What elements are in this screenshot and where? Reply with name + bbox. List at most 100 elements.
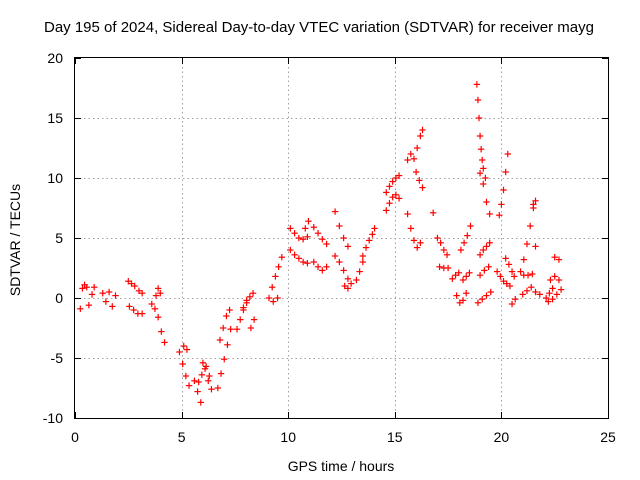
data-point [158, 328, 165, 335]
data-point [532, 288, 539, 296]
data-point [526, 222, 534, 230]
data-point [183, 346, 191, 353]
data-point [272, 273, 279, 280]
data-point [347, 280, 355, 287]
data-point [476, 170, 484, 177]
y-tick-label: -10 [43, 410, 63, 426]
data-point [512, 296, 519, 303]
data-point [331, 208, 339, 215]
data-point [413, 244, 421, 251]
data-point [392, 191, 400, 198]
data-point [453, 292, 460, 299]
data-point [523, 240, 531, 248]
data-point [88, 291, 96, 298]
y-tick-label: -5 [51, 350, 64, 366]
data-point [180, 342, 187, 350]
data-point [463, 290, 470, 297]
data-point [549, 296, 556, 303]
data-point [126, 303, 133, 310]
data-point [323, 263, 330, 270]
data-point [530, 201, 537, 208]
data-point [532, 243, 539, 250]
data-point [83, 284, 90, 291]
data-point [417, 239, 424, 246]
data-point [449, 275, 456, 282]
data-point [395, 172, 403, 179]
y-tick-label: 5 [55, 230, 63, 246]
data-point [194, 388, 201, 395]
data-point [502, 168, 509, 176]
data-point [410, 155, 418, 162]
data-point [369, 231, 376, 238]
data-point [299, 258, 307, 266]
data-point [457, 246, 465, 254]
data-point [275, 263, 282, 270]
data-point [219, 324, 227, 332]
data-point [479, 296, 486, 303]
data-point [356, 268, 363, 275]
data-point [505, 261, 513, 268]
data-point [429, 209, 437, 216]
data-point [278, 254, 286, 261]
data-point [460, 239, 468, 246]
data-point [304, 233, 311, 240]
data-point [407, 225, 414, 232]
plot-frame [74, 57, 609, 419]
data-point [547, 276, 554, 284]
data-point [366, 237, 373, 244]
data-point [549, 285, 556, 292]
data-point [274, 294, 281, 302]
data-point [474, 299, 482, 306]
data-point [476, 251, 484, 258]
data-point [551, 273, 558, 280]
data-point [99, 290, 106, 297]
data-point [191, 377, 198, 384]
data-point [340, 234, 347, 242]
data-point [412, 168, 420, 176]
x-tick-label: 10 [280, 429, 296, 445]
data-point [138, 310, 146, 317]
data-point [323, 240, 330, 248]
data-point [383, 189, 390, 196]
data-point [138, 290, 146, 297]
data-point [496, 212, 503, 219]
data-point [557, 286, 565, 293]
y-tick-label: 20 [47, 50, 63, 66]
y-tick-label: 10 [47, 170, 63, 186]
data-point [198, 371, 206, 378]
data-point [497, 273, 504, 280]
data-point [310, 258, 317, 266]
data-point [419, 126, 426, 134]
data-point [362, 244, 370, 251]
data-point [371, 225, 378, 232]
y-tick-label: 15 [47, 110, 63, 126]
data-point [529, 270, 536, 278]
data-point [319, 267, 326, 274]
data-point [359, 258, 367, 266]
data-point [483, 243, 490, 250]
data-point [476, 132, 484, 140]
y-tick-labels: -10 -5 0 5 10 15 20 [43, 50, 63, 426]
data-point [528, 284, 535, 291]
data-point [551, 254, 558, 261]
data-point [395, 195, 403, 202]
data-point [314, 230, 322, 237]
data-point [161, 339, 168, 346]
data-point [221, 356, 228, 363]
x-axis-label: GPS time / hours [288, 458, 395, 474]
data-point [524, 272, 532, 279]
data-point [473, 81, 481, 88]
data-point [105, 288, 113, 296]
y-axis-label: SDTVAR / TECUs [7, 184, 23, 296]
data-point [386, 200, 393, 207]
data-point [79, 285, 86, 292]
data-point [151, 305, 159, 312]
data-point [269, 284, 276, 291]
data-point [195, 378, 202, 386]
data-point [555, 256, 563, 263]
data-point [444, 264, 452, 272]
data-point [519, 291, 526, 298]
data-point [417, 132, 424, 140]
data-point [359, 252, 367, 260]
data-point [243, 297, 250, 304]
